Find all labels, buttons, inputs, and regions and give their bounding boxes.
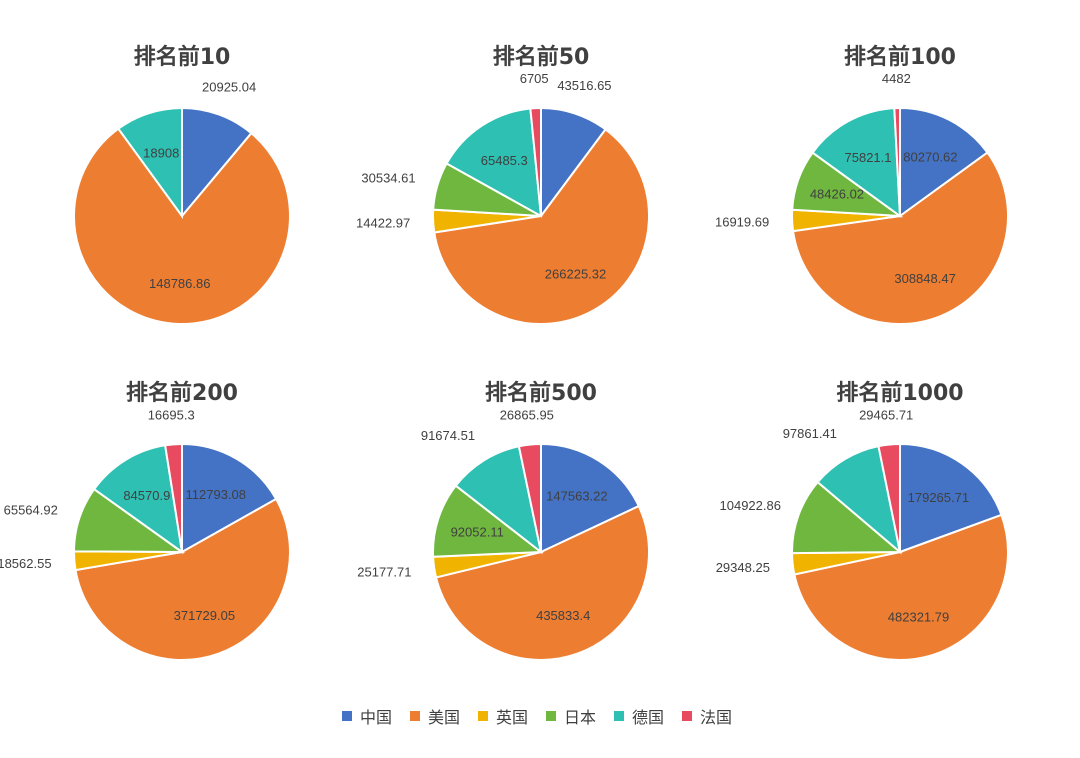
pie-chart: 排名前10 20925.04 148786.86 18908 <box>73 44 291 325</box>
pie-slice-美国 <box>433 128 650 325</box>
pie-slice-美国 <box>74 497 291 661</box>
legend-item: 英国 <box>478 708 528 727</box>
data-label: 482321.79 <box>888 609 949 624</box>
pie-slice-美国 <box>73 127 291 325</box>
pie-slice-德国 <box>811 107 902 219</box>
data-label: 18908 <box>143 145 179 160</box>
pie-chart: 排名前50 43516.65 266225.32 14422.97 30534.61 65… <box>356 44 650 325</box>
data-label: 92052.11 <box>451 525 504 540</box>
legend-swatch <box>342 711 352 721</box>
legend-item: 日本 <box>546 708 596 727</box>
data-label: 16695.3 <box>148 407 195 422</box>
data-label: 29465.71 <box>859 408 913 423</box>
data-label: 308848.47 <box>894 271 955 286</box>
legend-label: 德国 <box>632 708 664 727</box>
data-label: 25177.71 <box>357 564 411 579</box>
chart-title: 排名前1000 <box>836 380 963 406</box>
legend-swatch <box>410 711 420 721</box>
pie-slice-中国 <box>899 106 989 218</box>
legend-item: 法国 <box>682 708 732 727</box>
data-label: 112793.08 <box>186 487 247 502</box>
chart-title: 排名前10 <box>134 44 231 70</box>
legend-swatch <box>614 711 624 721</box>
data-label: 91674.51 <box>421 428 475 443</box>
data-label: 14422.97 <box>356 216 410 231</box>
legend-label: 美国 <box>428 708 460 727</box>
chart-title: 排名前200 <box>126 380 238 406</box>
data-label: 65564.92 <box>4 502 58 517</box>
pie-slice-中国 <box>181 106 253 219</box>
data-label: 371729.05 <box>174 608 235 623</box>
data-label: 26865.95 <box>500 408 554 423</box>
legend-swatch <box>546 711 556 721</box>
data-label: 4482 <box>882 71 911 86</box>
pie-slice-德国 <box>816 444 902 555</box>
data-label: 6705 <box>520 71 549 86</box>
data-label: 65485.3 <box>481 153 528 168</box>
data-label: 75821.1 <box>845 150 892 165</box>
pie-slice-法国 <box>517 442 542 553</box>
data-label: 147563.22 <box>546 488 607 503</box>
pie-slice-日本 <box>791 480 903 555</box>
data-label: 18562.55 <box>0 556 52 571</box>
pie-chart: 排名前100 80270.62 308848.47 16919.69 48426.02 7… <box>715 44 1009 325</box>
legend-label: 法国 <box>700 708 732 727</box>
data-label: 179265.71 <box>908 490 969 505</box>
pie-slice-美国 <box>793 513 1009 661</box>
chart-title: 排名前50 <box>493 44 590 70</box>
data-label: 30534.61 <box>361 170 415 185</box>
pie-chart: 排名前500 147563.22 435833.4 25177.71 92052.11 9… <box>357 380 650 661</box>
pie-slice-法国 <box>164 442 183 553</box>
legend-label: 中国 <box>360 708 392 727</box>
pie-slice-法国 <box>877 442 901 553</box>
legend-swatch <box>682 711 692 721</box>
pie-slice-中国 <box>181 442 278 554</box>
pie-slice-美国 <box>791 151 1009 325</box>
pie-slice-法国 <box>893 106 901 217</box>
pie-slice-法国 <box>529 106 542 217</box>
data-label: 97861.41 <box>783 426 837 441</box>
legend-swatch <box>478 711 488 721</box>
data-label: 84570.9 <box>123 488 170 503</box>
pie-slice-中国 <box>540 442 641 554</box>
data-label: 104922.86 <box>720 498 781 513</box>
pie-slice-德国 <box>445 107 543 218</box>
data-label: 16919.69 <box>715 215 769 230</box>
data-label: 43516.65 <box>557 78 611 93</box>
legend-item: 中国 <box>342 708 392 727</box>
legend-label: 英国 <box>496 708 528 727</box>
pie-slice-德国 <box>116 106 183 220</box>
legend-label: 日本 <box>564 708 596 727</box>
chart-title: 排名前500 <box>485 380 597 406</box>
pie-slice-德国 <box>454 445 543 555</box>
data-label: 266225.32 <box>545 266 606 281</box>
pie-chart: 排名前1000 179265.71 482321.79 29348.25 104922.… <box>716 380 1009 661</box>
legend-item: 美国 <box>410 708 460 727</box>
chart-title: 排名前100 <box>844 44 956 70</box>
data-label: 48426.02 <box>810 186 864 201</box>
data-label: 20925.04 <box>202 79 256 94</box>
pie-slice-德国 <box>92 444 184 555</box>
data-label: 29348.25 <box>716 560 770 575</box>
data-label: 435833.4 <box>536 608 590 623</box>
pie-slice-日本 <box>432 484 544 558</box>
pie-slice-美国 <box>434 504 650 661</box>
legend-item: 德国 <box>614 708 664 727</box>
data-label: 80270.62 <box>903 149 957 164</box>
data-label: 148786.86 <box>149 276 210 291</box>
pie-chart: 排名前200 112793.08 371729.05 18562.55 65564.92… <box>0 380 291 661</box>
pie-slice-中国 <box>899 442 1003 554</box>
